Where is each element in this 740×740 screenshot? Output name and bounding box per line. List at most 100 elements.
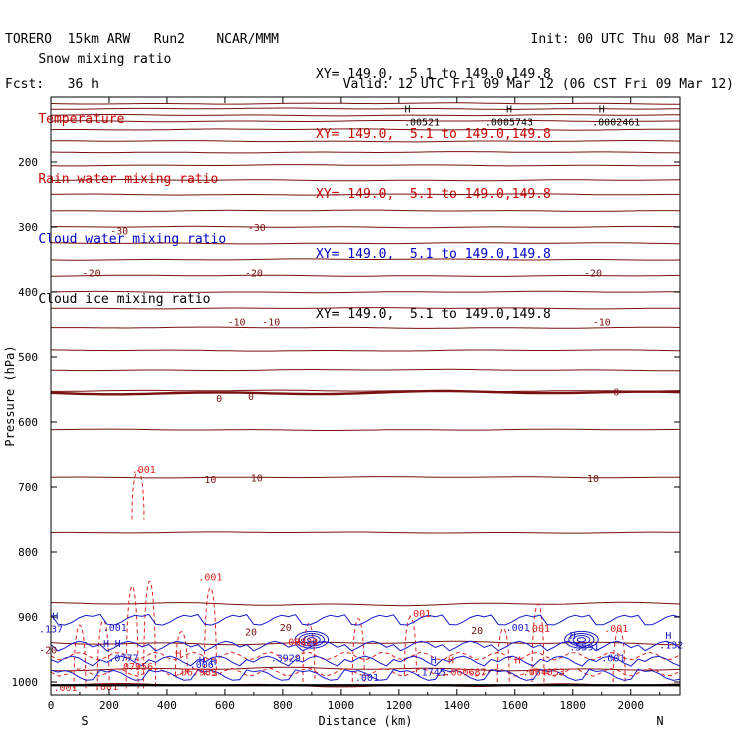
legend-row-cloud-ice: Cloud ice mixing ratio XY= 149.0, 5.1 to… [7,277,551,337]
x-tick-label: 800 [273,699,293,712]
temperature-contour-label: 20 [471,626,483,637]
cloud-ice-label: .0002461 [592,118,640,129]
cloud-water-contour-label: .001 [103,623,127,634]
x-tick-label: 1800 [560,699,587,712]
isotherm-line [51,225,681,229]
isotherm-line [51,326,681,329]
cloud-water-contour-label: .3929 [271,653,301,664]
isotherm-line [50,178,681,182]
cloud-ice-label: H [405,105,411,116]
freezing-level-line [50,389,681,396]
rain-contour [203,587,217,676]
cloud-ice-label: H [599,105,605,116]
rain-contour-label: .07823 [282,638,318,649]
rain-contour [73,624,87,689]
high-marker-label: H [176,649,182,660]
x-tick-label: 1200 [386,699,413,712]
high-marker-label: H [431,655,437,666]
y-tick-label: 200 [18,156,38,169]
isotherm-line [50,193,680,196]
isotherm-line [51,140,681,143]
cloud-water-contour-label: .001 [601,653,625,664]
rain-contour-label: .001 [53,683,77,694]
temperature-contour-label: 10 [204,475,216,486]
cloud-water-contour [50,613,681,626]
x-tick-label: 600 [215,699,235,712]
temperature-contour-label: -10 [227,317,245,328]
isotherm-line [50,290,681,294]
x-tick-label: 200 [99,699,119,712]
isotherm-line [50,114,681,117]
rain-contour [50,667,681,677]
isotherm-line [50,307,681,310]
isotherm-line [50,102,680,105]
temperature-contour-label: 10 [251,473,263,484]
init-time: Init: 00 UTC Thu 08 Mar 12 [530,32,735,47]
y-tick-label: 600 [18,416,38,429]
legend-label-cloud-ice: Cloud ice mixing ratio [38,292,211,307]
legend-xy-snow: XY= 149.0, 5.1 to 149.0,149.8 [316,67,551,82]
isotherm-line [50,531,681,534]
x-tick-label: 400 [157,699,177,712]
high-marker-label: H [199,655,205,666]
cloud-water-contour [302,635,321,645]
legend: Snow mixing ratio XY= 149.0, 5.1 to 149.… [7,37,551,337]
cloud-ice-label: .00521 [404,118,440,129]
temperature-contour-label: -10 [593,317,611,328]
y-tick-label: 900 [18,611,38,624]
temperature-contour-label: -20 [83,269,101,280]
temperature-contour-label: -30 [110,226,128,237]
rain-contour-label: .067989 [175,668,217,679]
legend-xy-cloud-water: XY= 149.0, 5.1 to 149.0,149.8 [316,247,551,262]
valid-time: Valid: 12 UTC Fri 09 Mar 12 (06 CST Fri … [342,77,734,92]
temperature-contour-label: 20 [245,627,257,638]
temperature-contour-label: -20 [245,269,263,280]
cloud-water-contour [50,640,681,652]
temperature-contour-label: -10 [262,317,280,328]
legend-row-temperature: Temperature XY= 149.0, 5.1 to 149.0,149.… [7,97,551,157]
north-end-label: N [656,714,663,728]
x-tick-label: 1400 [444,699,471,712]
rain-contour-label: .064053 [523,668,565,679]
temperature-contour-label: 20 [280,623,292,634]
legend-label-temperature: Temperature [38,112,125,127]
rain-contour [351,618,365,683]
cloud-water-contour [576,637,587,643]
temperature-contour-label: -20 [39,646,57,657]
legend-xy-cloud-ice: XY= 149.0, 5.1 to 149.0,149.8 [316,307,551,322]
cloud-water-contour-label: .132 [659,640,683,651]
header-right: Init: 00 UTC Thu 08 Mar 12 Valid: 12 UTC… [343,2,734,107]
x-axis-label: Distance (km) [319,714,413,728]
legend-row-snow: Snow mixing ratio XY= 149.0, 5.1 to 149.… [7,37,551,97]
header-left: TORERO 15km ARW Run2 NCAR/MMM Fcst: 36 h [5,2,279,107]
y-tick-label: 700 [18,481,38,494]
high-marker-label: H [294,638,300,649]
y-tick-label: 500 [18,351,38,364]
high-marker-label: H [448,655,454,666]
isotherm-line [50,242,681,245]
cloud-water-contour [298,632,325,647]
temperature-contour-label: -20 [584,269,602,280]
high-marker-label: H [515,655,521,666]
cloud-water-contour-label: .1745 [416,668,446,679]
high-marker-label: H [570,631,576,642]
temperature-contour-label: 0 [216,394,222,405]
cloud-water-contour [572,635,591,645]
isotherm-line [50,164,681,167]
cloud-water-contour [50,668,681,681]
cloud-water-contour-label: .5591 [569,642,599,653]
south-end-label: S [81,714,88,728]
isotherm-line [50,349,681,352]
high-marker-label: H [665,631,671,642]
high-marker-label: H [103,639,109,650]
y-tick-label: 1000 [12,676,39,689]
rain-contour [131,470,145,520]
x-tick-label: 2000 [617,699,644,712]
legend-row-cloud-water: Cloud water mixing ratio XY= 149.0, 5.1 … [7,217,551,277]
isotherm-line [50,209,681,212]
high-marker-label: H [115,639,121,650]
isotherm-line [50,368,680,372]
temperature-contour-label: 0 [248,392,254,403]
y-axis-label: Pressure (hPa) [3,345,17,446]
